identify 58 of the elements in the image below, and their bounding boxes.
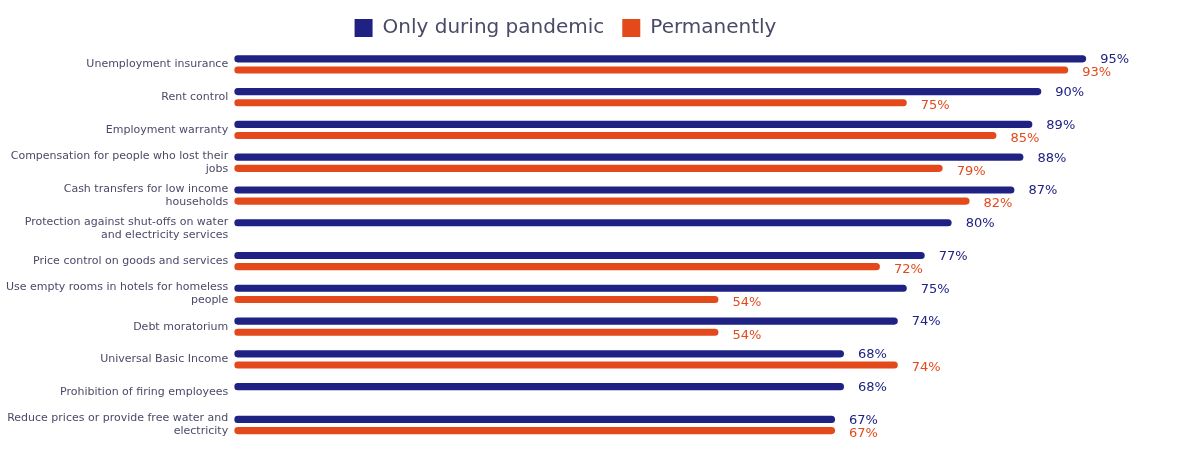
- bar: [234, 361, 898, 369]
- bar: [234, 251, 925, 260]
- y-tick-label: Protection against shut-offs on water and electricity services: [24, 214, 229, 241]
- data-label: 79%: [956, 162, 986, 178]
- y-tick-label: Use empty rooms in hotels for homeless people: [5, 280, 229, 307]
- data-label: 93%: [1082, 64, 1112, 80]
- y-tick-label: Reduce prices or provide free water and electricity: [7, 411, 229, 438]
- bar: [234, 88, 1042, 96]
- bar: [234, 197, 970, 205]
- data-label: 74%: [911, 359, 941, 375]
- y-tick-label: Universal Basic Income: [100, 352, 229, 366]
- bar: [234, 383, 845, 391]
- bar: [234, 427, 836, 435]
- data-label: 90%: [1055, 83, 1085, 99]
- bar: [234, 350, 845, 358]
- y-tick-label: Employment warranty: [105, 122, 229, 136]
- data-label: 75%: [920, 280, 950, 296]
- data-label: 85%: [1010, 129, 1040, 145]
- bar: [234, 415, 836, 423]
- y-tick-label: Cash transfers for low income households: [63, 181, 229, 208]
- bar: [234, 186, 1015, 194]
- data-label: 87%: [1028, 182, 1058, 198]
- bar: [234, 153, 1024, 161]
- legend-label: Only during pandemic: [382, 14, 605, 39]
- data-label: 54%: [732, 293, 762, 309]
- data-label: 68%: [858, 346, 887, 362]
- bar: [234, 66, 1069, 74]
- y-tick-label: Rent control: [161, 90, 229, 104]
- y-tick-label: Unemployment insurance: [86, 57, 229, 71]
- bar: [234, 219, 952, 227]
- data-label: 74%: [911, 313, 941, 329]
- data-label: 68%: [858, 379, 887, 395]
- bar: [234, 284, 907, 292]
- data-label: 67%: [849, 411, 878, 427]
- bar: [234, 55, 1087, 63]
- bar: [234, 131, 997, 140]
- bar: [234, 263, 880, 271]
- data-label: 89%: [1046, 116, 1076, 132]
- bar: [234, 99, 907, 107]
- data-label: 77%: [938, 247, 968, 263]
- y-tick-label: Price control on goods and services: [33, 253, 229, 267]
- y-tick-label: Debt moratorium: [133, 319, 229, 333]
- bar: [234, 120, 1033, 128]
- bar: [234, 164, 943, 172]
- data-label: 54%: [732, 326, 762, 342]
- data-label: 82%: [983, 195, 1013, 211]
- bar: [234, 317, 898, 325]
- y-tick-label: Compensation for people who lost their jobs: [10, 149, 229, 176]
- data-label: 95%: [1100, 51, 1130, 67]
- data-label: 88%: [1037, 149, 1067, 165]
- y-tick-label: Prohibition of firing employees: [60, 385, 229, 399]
- bar: [234, 295, 719, 304]
- data-label: 67%: [849, 424, 878, 440]
- data-label: 72%: [893, 261, 923, 277]
- legend-label: Permanently: [650, 14, 777, 39]
- bar: [234, 328, 719, 336]
- data-label: 75%: [920, 97, 950, 113]
- data-label: 80%: [965, 215, 995, 231]
